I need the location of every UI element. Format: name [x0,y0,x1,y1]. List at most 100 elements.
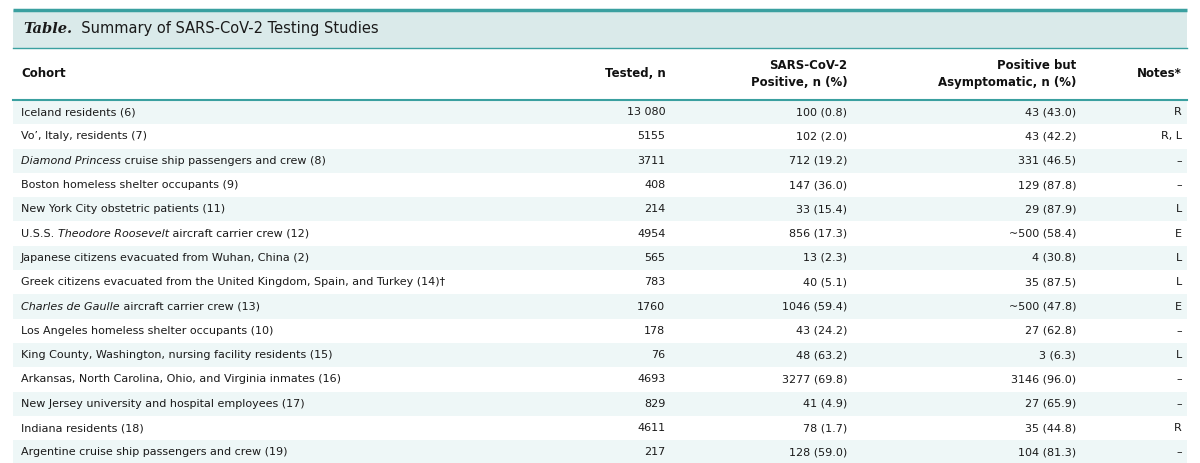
Text: U.S.S.: U.S.S. [22,229,58,238]
Text: Cohort: Cohort [22,68,66,81]
Text: 3711: 3711 [637,156,666,166]
Text: 33 (15.4): 33 (15.4) [797,204,847,214]
Text: –: – [1176,180,1182,190]
Text: 4954: 4954 [637,229,666,238]
Text: L: L [1176,277,1182,287]
Bar [13,343,1187,367]
Text: 5155: 5155 [637,131,666,142]
Text: King County, Washington, nursing facility residents (15): King County, Washington, nursing facilit… [22,350,332,360]
Bar [13,246,1187,270]
Text: –: – [1176,326,1182,336]
Text: 829: 829 [644,399,666,409]
Text: 78 (1.7): 78 (1.7) [803,423,847,433]
Bar [13,367,1187,392]
Text: E: E [1175,301,1182,312]
Text: 41 (4.9): 41 (4.9) [803,399,847,409]
Text: 214: 214 [644,204,666,214]
Text: Positive, n (%): Positive, n (%) [751,75,847,88]
Text: 43 (42.2): 43 (42.2) [1025,131,1076,142]
Text: 4 (30.8): 4 (30.8) [1032,253,1076,263]
Text: L: L [1176,204,1182,214]
Text: 43 (43.0): 43 (43.0) [1025,107,1076,117]
Text: 178: 178 [644,326,666,336]
Text: 408: 408 [644,180,666,190]
Text: –: – [1176,156,1182,166]
Text: 783: 783 [644,277,666,287]
Text: Greek citizens evacuated from the United Kingdom, Spain, and Turkey (14)†: Greek citizens evacuated from the United… [22,277,445,287]
Text: SARS-CoV-2: SARS-CoV-2 [769,59,847,72]
Text: ~500 (58.4): ~500 (58.4) [1009,229,1076,238]
Text: 4693: 4693 [637,375,666,384]
Text: 27 (62.8): 27 (62.8) [1025,326,1076,336]
Text: 128 (59.0): 128 (59.0) [790,447,847,457]
Text: aircraft carrier crew (13): aircraft carrier crew (13) [120,301,259,312]
Text: 712 (19.2): 712 (19.2) [790,156,847,166]
Text: ~500 (47.8): ~500 (47.8) [1009,301,1076,312]
Text: 1046 (59.4): 1046 (59.4) [782,301,847,312]
Text: Summary of SARS-CoV-2 Testing Studies: Summary of SARS-CoV-2 Testing Studies [72,21,379,37]
Text: 48 (63.2): 48 (63.2) [796,350,847,360]
Text: 76: 76 [652,350,666,360]
Text: 40 (5.1): 40 (5.1) [804,277,847,287]
Text: Japanese citizens evacuated from Wuhan, China (2): Japanese citizens evacuated from Wuhan, … [22,253,310,263]
Text: 1760: 1760 [637,301,666,312]
Text: 43 (24.2): 43 (24.2) [796,326,847,336]
Bar [13,270,1187,294]
Text: 27 (65.9): 27 (65.9) [1025,399,1076,409]
Text: Table.: Table. [23,22,72,36]
Text: Diamond Princess: Diamond Princess [22,156,121,166]
Text: R, L: R, L [1160,131,1182,142]
Text: R: R [1175,423,1182,433]
Text: 217: 217 [644,447,666,457]
Text: 102 (2.0): 102 (2.0) [797,131,847,142]
Bar [13,392,1187,416]
Text: 147 (36.0): 147 (36.0) [790,180,847,190]
Text: Tested, n: Tested, n [605,68,666,81]
Text: cruise ship passengers and crew (8): cruise ship passengers and crew (8) [121,156,325,166]
Text: Vo’, Italy, residents (7): Vo’, Italy, residents (7) [22,131,148,142]
Text: 129 (87.8): 129 (87.8) [1018,180,1076,190]
Text: New Jersey university and hospital employees (17): New Jersey university and hospital emplo… [22,399,305,409]
Text: Asymptomatic, n (%): Asymptomatic, n (%) [938,75,1076,88]
Text: aircraft carrier crew (12): aircraft carrier crew (12) [169,229,310,238]
Bar [13,319,1187,343]
Text: 35 (87.5): 35 (87.5) [1025,277,1076,287]
Text: 565: 565 [644,253,666,263]
Text: 331 (46.5): 331 (46.5) [1019,156,1076,166]
Text: 100 (0.8): 100 (0.8) [797,107,847,117]
Text: 856 (17.3): 856 (17.3) [790,229,847,238]
Text: 3277 (69.8): 3277 (69.8) [782,375,847,384]
Bar [13,124,1187,149]
Bar [13,149,1187,173]
Text: –: – [1176,375,1182,384]
Text: 35 (44.8): 35 (44.8) [1025,423,1076,433]
Text: 29 (87.9): 29 (87.9) [1025,204,1076,214]
Text: Positive but: Positive but [997,59,1076,72]
Text: 4611: 4611 [637,423,666,433]
Text: –: – [1176,447,1182,457]
Text: Theodore Roosevelt: Theodore Roosevelt [58,229,169,238]
Text: Charles de Gaulle: Charles de Gaulle [22,301,120,312]
Text: Boston homeless shelter occupants (9): Boston homeless shelter occupants (9) [22,180,239,190]
Text: New York City obstetric patients (11): New York City obstetric patients (11) [22,204,226,214]
Text: Indiana residents (18): Indiana residents (18) [22,423,144,433]
Text: 3 (6.3): 3 (6.3) [1039,350,1076,360]
Bar [13,197,1187,221]
Text: 104 (81.3): 104 (81.3) [1019,447,1076,457]
Text: Argentine cruise ship passengers and crew (19): Argentine cruise ship passengers and cre… [22,447,288,457]
Bar [13,440,1187,463]
Text: Iceland residents (6): Iceland residents (6) [22,107,136,117]
Bar [13,48,1187,100]
Text: Notes*: Notes* [1138,68,1182,81]
Text: 13 (2.3): 13 (2.3) [804,253,847,263]
Text: L: L [1176,253,1182,263]
Bar [13,221,1187,246]
Bar [13,294,1187,319]
Text: E: E [1175,229,1182,238]
Bar [13,100,1187,124]
Text: R: R [1175,107,1182,117]
Text: 3146 (96.0): 3146 (96.0) [1012,375,1076,384]
Text: –: – [1176,399,1182,409]
Bar [13,173,1187,197]
Text: L: L [1176,350,1182,360]
